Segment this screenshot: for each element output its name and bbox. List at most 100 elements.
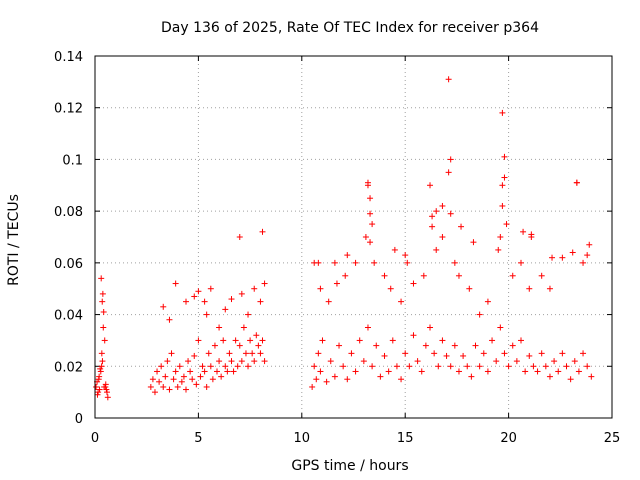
data-point [422,342,429,349]
data-point [551,358,558,365]
data-point [317,285,324,292]
data-point [443,352,450,359]
data-point [588,373,595,380]
data-point [534,368,541,375]
data-point [501,153,508,160]
data-point [103,386,110,393]
data-point [503,221,510,228]
data-point [563,363,570,370]
data-point [195,288,202,295]
data-point [216,324,223,331]
data-point [427,182,434,189]
data-point [333,280,340,287]
data-point [398,298,405,305]
plot-frame [94,55,613,419]
data-point [187,368,194,375]
data-point [99,290,106,297]
data-point [387,285,394,292]
data-point [180,373,187,380]
data-point [391,246,398,253]
data-point [245,311,252,318]
data-point [555,368,562,375]
data-point [98,350,105,357]
data-point [245,363,252,370]
data-point [319,337,326,344]
data-point [455,272,462,279]
data-point [398,376,405,383]
y-tick-label: 0.04 [54,309,83,324]
data-point [410,280,417,287]
gridlines [95,56,612,418]
data-point [154,368,161,375]
data-point [393,363,400,370]
data-point [406,363,413,370]
data-point [102,383,109,390]
data-point [232,337,239,344]
data-point [331,259,338,266]
data-point [470,239,477,246]
data-point [247,337,254,344]
data-point [207,363,214,370]
data-point [466,285,473,292]
data-point [484,368,491,375]
data-point [518,259,525,266]
data-point [325,298,332,305]
data-point [172,280,179,287]
data-point [236,234,243,240]
data-point [522,368,529,375]
data-point [257,298,264,305]
data-point [99,358,106,365]
data-point [499,202,506,209]
data-point [367,210,374,217]
data-point [484,298,491,305]
data-point [253,332,260,339]
data-point [418,368,425,375]
data-point [207,285,214,292]
data-point [255,342,262,349]
data-point [427,324,434,331]
data-point [476,311,483,318]
data-point [499,182,506,189]
data-point [439,202,446,209]
data-point [156,378,163,385]
data-point [385,368,392,375]
x-axis-label: GPS time / hours [291,458,408,474]
data-point [93,383,100,390]
data-point [197,373,204,380]
data-point [182,386,189,393]
data-point [185,358,192,365]
data-point [501,350,508,357]
data-point [569,249,576,256]
data-point [528,234,535,240]
data-point [509,342,516,349]
axis-ticks [94,55,613,419]
data-point [203,383,210,390]
data-point [489,337,496,344]
data-point [201,368,208,375]
data-point [104,394,111,401]
data-point [567,376,574,383]
data-point [377,373,384,380]
y-tick-label: 0.02 [54,360,83,375]
data-point [249,350,256,357]
data-point [429,223,436,230]
data-point [222,363,229,370]
data-point [234,363,241,370]
data-point [580,259,587,266]
data-point [191,352,198,359]
data-point [323,378,330,385]
y-tick-label: 0.08 [54,205,83,220]
data-point [162,373,169,380]
data-point [228,358,235,365]
data-point [331,373,338,380]
data-point [160,383,167,390]
data-point [369,363,376,370]
data-point [586,241,593,248]
data-point [451,259,458,266]
data-point [433,208,440,215]
data-point [348,350,355,357]
x-tick-label: 10 [294,431,311,446]
data-point [226,350,233,357]
data-point [464,363,471,370]
